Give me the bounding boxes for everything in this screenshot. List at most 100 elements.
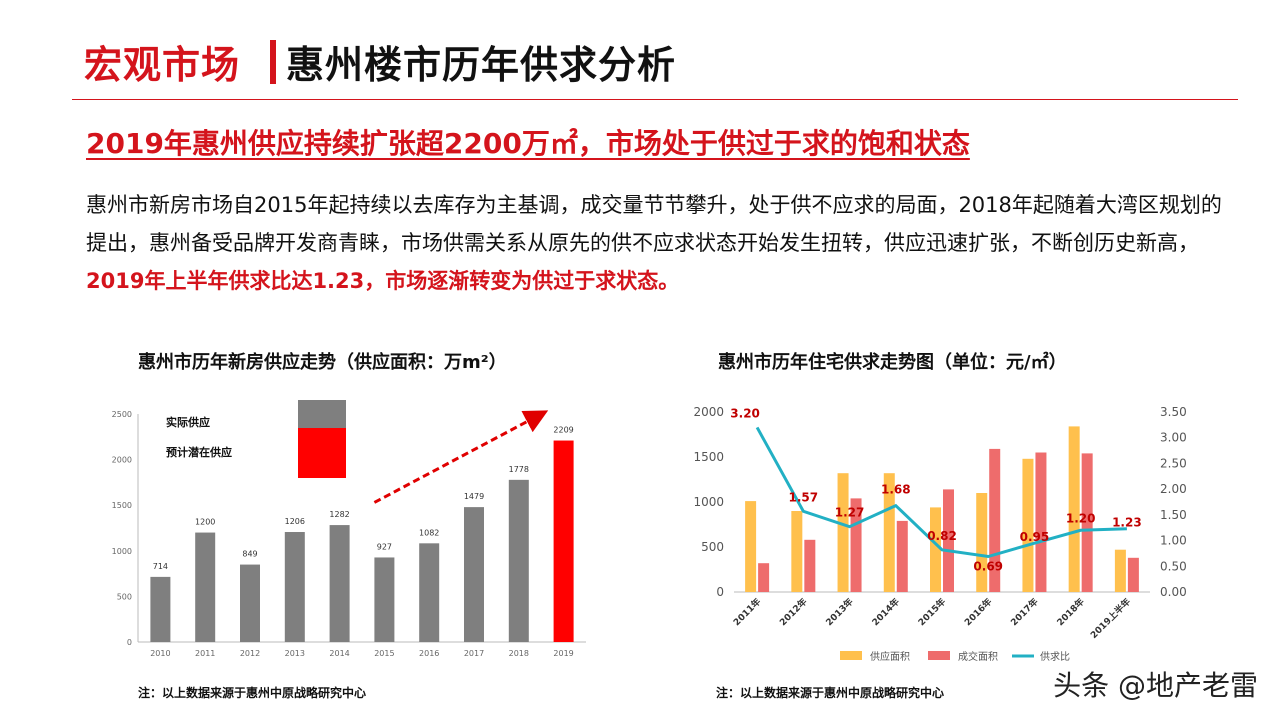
x-tick-label: 2019上半年 <box>1088 596 1133 641</box>
ratio-data-label: 0.69 <box>973 560 1003 574</box>
bar-supply <box>745 501 757 592</box>
bar-transaction <box>758 563 770 592</box>
x-tick-label: 2013 <box>285 649 305 658</box>
y-tick-label: 500 <box>117 592 132 601</box>
ratio-data-label: 3.20 <box>730 406 760 420</box>
bar-transaction <box>850 498 862 592</box>
bar-supply <box>1022 458 1034 592</box>
data-label: 927 <box>377 542 392 551</box>
x-tick-label: 2011年 <box>731 596 764 629</box>
bar-supply <box>1068 426 1080 592</box>
bar-supply <box>837 473 849 592</box>
x-tick-label: 2016 <box>419 649 439 658</box>
x-tick-label: 2012 <box>240 649 260 658</box>
ratio-line <box>755 426 1127 559</box>
ratio-data-label: 0.82 <box>927 529 957 543</box>
bar-supply <box>1114 549 1126 592</box>
x-tick-label: 2018年 <box>1054 596 1087 629</box>
x-tick-label: 2019 <box>553 649 573 658</box>
section-label: 宏观市场 <box>84 43 241 87</box>
y-left-tick-label: 1000 <box>693 495 724 509</box>
body-highlight: 2019年上半年供求比达1.23，市场逐渐转变为供过于求状态。 <box>86 269 680 293</box>
x-tick-label: 2018 <box>509 649 529 658</box>
bar <box>553 440 574 642</box>
y-tick-label: 1500 <box>112 501 132 510</box>
data-label: 714 <box>153 562 168 571</box>
bar-transaction <box>804 539 816 592</box>
y-tick-label: 2000 <box>112 456 132 465</box>
bar <box>374 557 395 642</box>
trend-arrow <box>373 410 549 504</box>
header-divider <box>270 40 276 84</box>
legend-swatch-projected <box>298 428 346 478</box>
bar-transaction <box>1127 557 1139 592</box>
supply-trend-chart: 0 500 1000 1500 2000 2500 714 2010 1200 2011 849 20… <box>112 400 586 658</box>
y-right-tick-label: 2.50 <box>1160 456 1187 470</box>
x-tick-label: 2011 <box>195 649 215 658</box>
y-right-tick-label: 3.00 <box>1160 431 1187 445</box>
bar-supply <box>883 473 895 592</box>
bar <box>508 479 529 642</box>
data-label: 1200 <box>195 518 215 527</box>
y-left-tick-label: 0 <box>716 585 724 599</box>
y-right-tick-label: 0.00 <box>1160 585 1187 599</box>
headline: 2019年惠州供应持续扩张超2200万㎡，市场处于供过于求的饱和状态 <box>86 127 970 160</box>
bar-supply <box>791 511 803 592</box>
legend-swatch-transaction <box>928 651 950 660</box>
bar <box>329 525 350 642</box>
data-label: 1282 <box>329 510 349 519</box>
bar-transaction <box>943 489 954 592</box>
y-left-tick-label: 1500 <box>693 450 724 464</box>
x-tick-label: 2015 <box>374 649 394 658</box>
supply-demand-chart: 0 500 1000 1500 2000 0.00 0.50 1.00 1.50 2.00 2.50… <box>693 405 1187 663</box>
x-tick-label: 2017 <box>464 649 484 658</box>
chart1-title: 惠州市历年新房供应走势（供应面积：万m²） <box>138 352 507 373</box>
legend-label-actual: 实际供应 <box>166 415 210 429</box>
bar-transaction <box>896 520 908 592</box>
bar-supply <box>976 493 988 592</box>
data-label: 1778 <box>509 465 529 474</box>
legend-label-supply: 供应面积 <box>870 650 910 663</box>
x-tick-label: 2017年 <box>1008 596 1041 629</box>
ratio-data-label: 1.27 <box>835 506 865 520</box>
bar-transaction <box>1035 452 1047 592</box>
bar <box>284 532 305 642</box>
source-note-left: 注：以上数据来源于惠州中原战略研究中心 <box>138 686 367 700</box>
body-text: 惠州市新房市场自2015年起持续以去库存为主基调，成交量节节攀升，处于供不应求的… <box>86 193 1222 255</box>
header-rule <box>72 99 1238 100</box>
ratio-data-label: 1.23 <box>1112 516 1142 530</box>
y-left-tick-label: 2000 <box>693 405 724 419</box>
x-tick-label: 2013年 <box>823 596 856 629</box>
bar-transaction <box>1081 453 1093 592</box>
x-tick-label: 2012年 <box>777 596 810 629</box>
legend-label-projected: 预计潜在供应 <box>166 445 232 459</box>
bar-supply <box>930 507 941 592</box>
x-tick-label: 2010 <box>150 649 170 658</box>
ratio-data-label: 1.20 <box>1066 511 1096 525</box>
data-label: 849 <box>242 550 257 559</box>
watermark-text: 头条 @地产老雷 <box>1053 669 1258 702</box>
chart2-title: 惠州市历年住宅供求走势图（单位：元/㎡） <box>718 352 1067 373</box>
data-label: 2209 <box>553 426 573 435</box>
y-right-tick-label: 1.50 <box>1160 508 1187 522</box>
legend-label-transaction: 成交面积 <box>958 650 998 663</box>
x-tick-label: 2014 <box>329 649 349 658</box>
data-label: 1206 <box>285 517 305 526</box>
bar <box>195 532 216 642</box>
y-tick-label: 2500 <box>112 410 132 419</box>
legend-swatch-supply <box>840 651 862 660</box>
bar <box>150 576 171 642</box>
body-paragraph: 惠州市新房市场自2015年起持续以去库存为主基调，成交量节节攀升，处于供不应求的… <box>86 186 1226 300</box>
ratio-data-label: 0.95 <box>1020 530 1050 544</box>
y-right-tick-label: 1.00 <box>1160 534 1187 548</box>
bar <box>419 543 440 642</box>
y-right-tick-label: 2.00 <box>1160 482 1187 496</box>
y-tick-label: 0 <box>127 638 132 647</box>
bar <box>464 507 484 642</box>
y-tick-label: 1000 <box>112 547 132 556</box>
y-right-tick-label: 3.50 <box>1160 405 1187 419</box>
legend-swatch-actual <box>298 400 346 428</box>
page-title: 惠州楼市历年供求分析 <box>286 43 677 87</box>
ratio-data-label: 1.57 <box>789 490 819 504</box>
x-tick-label: 2016年 <box>962 596 995 629</box>
